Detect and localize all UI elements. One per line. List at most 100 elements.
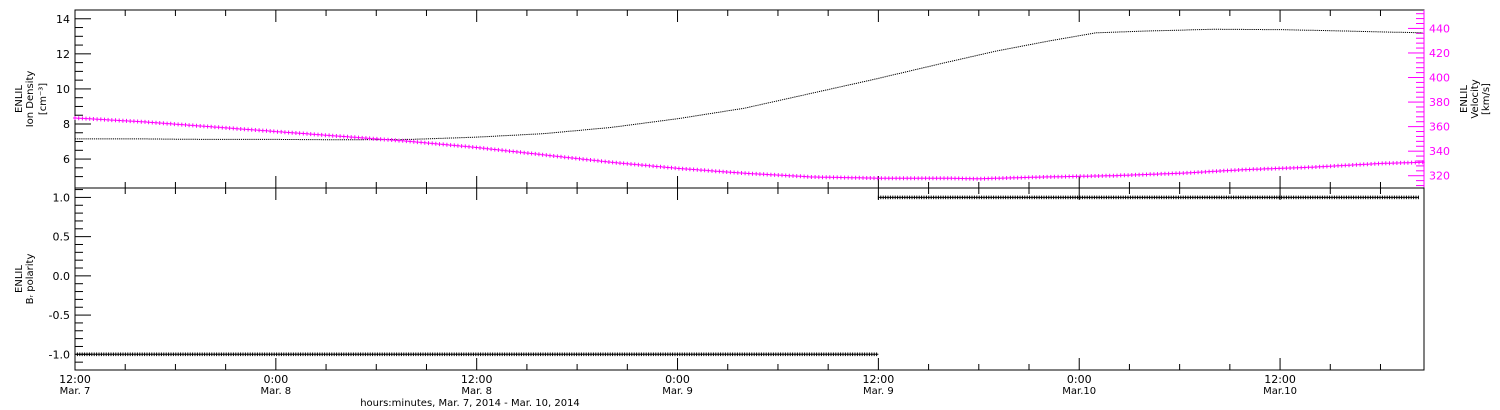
velocity-point (658, 164, 663, 169)
velocity-point (157, 121, 162, 125)
time-tick-label: 12:00 (1264, 373, 1296, 386)
velocity-tick-label: 440 (1429, 22, 1450, 35)
velocity-point (1048, 174, 1053, 179)
velocity-point (1214, 169, 1219, 174)
density-axis-label: ENLIL Ion Density [cm⁻³] (14, 71, 49, 128)
velocity-point (84, 116, 88, 121)
velocity-point (603, 159, 608, 164)
velocity-point (975, 176, 980, 181)
velocity-point (588, 158, 593, 162)
velocity-point (290, 130, 295, 135)
velocity-point (1273, 166, 1278, 171)
velocity-point (1380, 161, 1385, 166)
velocity-point (1037, 175, 1042, 180)
velocity-point (1240, 167, 1245, 172)
velocity-point (212, 125, 217, 130)
velocity-point (676, 166, 681, 171)
velocity-point (124, 118, 129, 123)
velocity-point (393, 138, 398, 143)
velocity-point (971, 176, 976, 181)
velocity-point (1155, 172, 1160, 177)
date-tick-label: Mar. 9 (863, 386, 894, 397)
time-tick-label: 12:00 (863, 373, 895, 386)
density-axis-ticks: 6 8 10 12 14 (56, 13, 91, 178)
velocity-point (172, 122, 177, 127)
velocity-point (1387, 161, 1392, 166)
velocity-point (231, 126, 236, 131)
velocity-point (113, 118, 118, 123)
velocity-point (467, 144, 471, 149)
velocity-point (761, 172, 766, 177)
velocity-point (949, 176, 954, 181)
velocity-point (1232, 168, 1237, 173)
velocity-point (242, 127, 247, 132)
date-tick-label: Mar. 8 (261, 386, 292, 397)
velocity-point (1126, 173, 1131, 178)
velocity-point (1372, 161, 1377, 166)
velocity-point (371, 136, 376, 141)
velocity-point (570, 156, 575, 160)
velocity-point (179, 122, 184, 127)
polarity-tick-label: -0.5 (49, 309, 70, 322)
velocity-point (452, 143, 457, 148)
velocity-point (518, 150, 523, 155)
velocity-point (993, 176, 998, 181)
velocity-point (1019, 175, 1024, 180)
velocity-point (872, 176, 876, 181)
velocity-point (942, 176, 946, 181)
velocity-point (905, 176, 910, 181)
velocity-point (1358, 162, 1363, 167)
velocity-point (1420, 160, 1425, 165)
velocity-point (768, 172, 773, 177)
velocity-point (544, 153, 549, 158)
velocity-point (1332, 164, 1337, 168)
velocity-point (1034, 175, 1038, 180)
velocity-point (1070, 174, 1075, 179)
velocity-point (444, 142, 449, 147)
velocity-point (927, 176, 932, 181)
velocity-point (408, 139, 413, 144)
velocity-point (1236, 168, 1241, 172)
velocity-point (1328, 164, 1333, 169)
velocity-point (1170, 171, 1175, 176)
velocity-point (98, 117, 103, 122)
velocity-point (356, 135, 361, 140)
velocity-point (647, 163, 652, 168)
velocity-point (1111, 173, 1116, 178)
velocity-point (224, 125, 228, 130)
density-velocity-panel: 6 8 10 12 14 320 340 360 380 400 420 440 ENLIL Ion… (14, 9, 1492, 189)
velocity-point (1196, 170, 1201, 175)
ion-density-line (75, 28, 1423, 141)
velocity-point (636, 162, 641, 167)
velocity-point (1192, 170, 1197, 175)
velocity-point (1394, 161, 1399, 165)
velocity-point (754, 171, 759, 176)
velocity-point (669, 165, 674, 170)
velocity-point (382, 137, 387, 142)
velocity-point (1218, 169, 1223, 173)
velocity-point (338, 134, 343, 139)
velocity-point (1151, 172, 1156, 177)
velocity-point (890, 176, 895, 181)
velocity-point (529, 151, 534, 156)
velocity-point (1159, 171, 1164, 176)
velocity-point (849, 175, 854, 180)
velocity-point (419, 140, 424, 145)
velocity-tick-label: 420 (1429, 47, 1450, 60)
velocity-point (1203, 169, 1208, 174)
velocity-point (868, 176, 873, 180)
velocity-point (330, 133, 335, 138)
velocity-point (386, 137, 390, 142)
velocity-point (986, 176, 991, 181)
velocity-point (161, 121, 166, 126)
velocity-point (1317, 164, 1322, 169)
polarity-series (74, 195, 1419, 357)
velocity-point (1041, 175, 1046, 179)
velocity-point (798, 174, 803, 179)
velocity-point (967, 176, 972, 181)
velocity-point (1148, 172, 1153, 177)
velocity-point (1137, 172, 1142, 177)
velocity-point (842, 175, 847, 180)
velocity-point (1122, 173, 1127, 178)
